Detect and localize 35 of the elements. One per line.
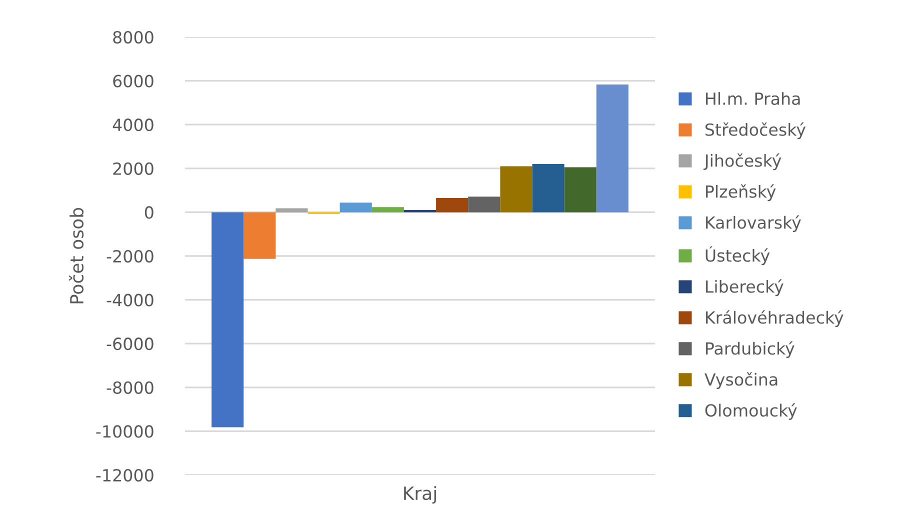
bar [276,208,308,212]
y-tick-label: -2000 [106,250,154,263]
bar [596,84,628,212]
bar [564,167,596,212]
y-tick-label: 0 [144,206,154,219]
bar [532,164,564,212]
bar [244,212,276,259]
bar [212,212,244,428]
bar [500,166,532,212]
bar [436,198,468,212]
bar [468,196,500,212]
legend-label: Jihočeský [704,153,782,170]
y-tick-label: -10000 [96,425,154,438]
legend-label: Karlovarský [706,215,801,232]
legend-label: Plzeňský [706,184,776,202]
y-tick-label: 8000 [113,30,154,44]
legend-label: Vysočina [704,372,778,389]
legend-label: Pardubický [706,341,794,358]
x-tick-label: Kraj [404,486,436,504]
y-tick-label: 4000 [112,118,154,132]
legend-label: Olomoucký [705,403,797,420]
y-tick-label: -8000 [106,381,154,394]
y-tick-label: -12000 [96,468,154,482]
y-tick-label: -6000 [106,338,154,350]
y-tick-label: 6000 [113,74,154,88]
legend-label: Ústecký [706,246,770,266]
y-tick-label: 2000 [113,162,154,175]
bar [372,207,404,212]
legend-label: Liberecký [706,279,784,296]
legend-label: Hl.m. Praha [706,92,800,105]
legend-label: Středočeský [706,122,806,140]
bar [340,202,372,212]
y-axis-title: Počet osob [68,208,84,304]
y-tick-label: -4000 [106,294,154,306]
legend-label: Královéhradecký [706,310,844,328]
